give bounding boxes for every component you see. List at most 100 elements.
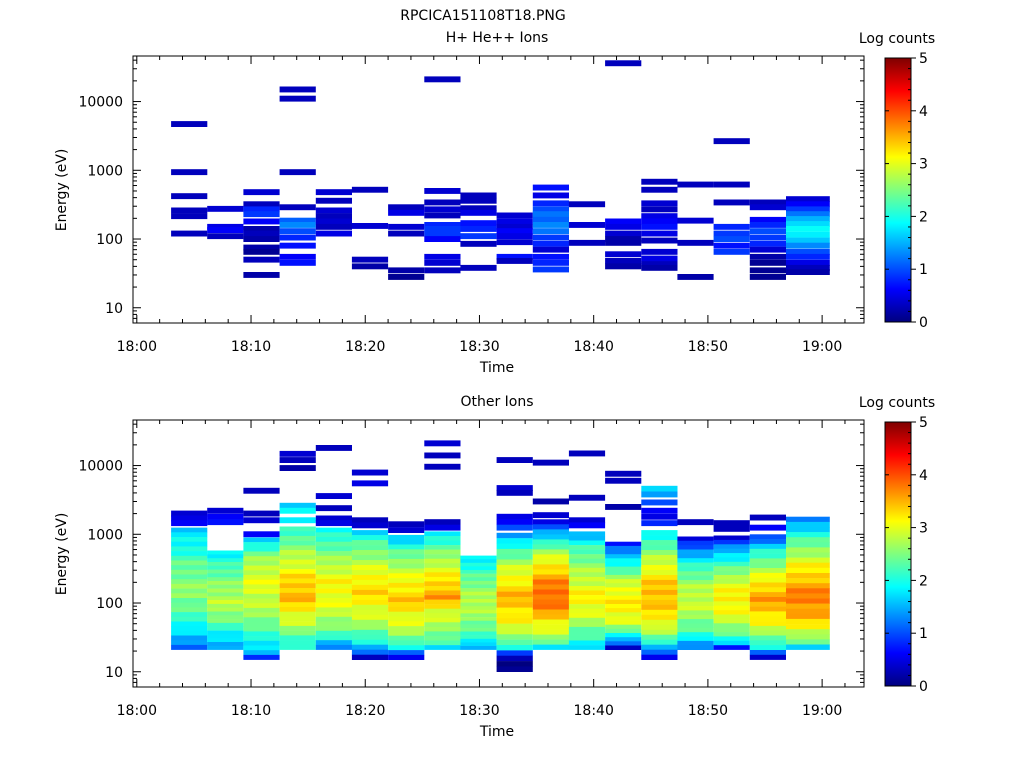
spectrogram-cell bbox=[315, 189, 352, 196]
spectrogram-cell bbox=[279, 583, 316, 589]
spectrogram-cell bbox=[460, 584, 497, 589]
spectrogram-cell bbox=[713, 553, 750, 558]
spectrogram-cell bbox=[171, 213, 208, 220]
spectrogram-cell bbox=[243, 542, 280, 548]
spectrogram-cell bbox=[424, 236, 461, 242]
spectrogram-cell bbox=[460, 642, 497, 647]
spectrogram-cell bbox=[424, 590, 461, 596]
spectrogram-cell bbox=[279, 621, 316, 627]
spectrogram-cell bbox=[605, 477, 642, 484]
spectrogram-cell bbox=[568, 613, 606, 618]
spectrogram-cell bbox=[749, 228, 786, 235]
spectrogram-cell bbox=[207, 607, 244, 612]
spectrogram-cell bbox=[351, 619, 389, 626]
spectrogram-cell bbox=[641, 614, 678, 621]
spectrogram-cell bbox=[171, 193, 208, 200]
spectrogram-cell bbox=[279, 630, 316, 636]
spectrogram-cell bbox=[568, 645, 606, 650]
spectrogram-cell bbox=[496, 580, 533, 587]
spectrogram-cell bbox=[677, 239, 714, 246]
spectrogram-cell bbox=[424, 545, 461, 550]
spectrogram-cell bbox=[532, 216, 569, 223]
colorbar-tick-label: 2 bbox=[919, 573, 928, 589]
spectrogram-cell bbox=[460, 220, 497, 227]
spectrogram-cell bbox=[641, 248, 678, 255]
spectrogram-cell bbox=[279, 573, 316, 579]
spectrogram-cell bbox=[641, 654, 678, 660]
spectrogram-cell bbox=[786, 253, 830, 260]
spectrogram-cell bbox=[315, 635, 352, 641]
spectrogram-cell bbox=[424, 188, 461, 194]
spectrogram-cell bbox=[786, 562, 830, 569]
spectrogram-cell bbox=[786, 588, 830, 594]
spectrogram-cell bbox=[605, 637, 642, 642]
spectrogram-cell bbox=[641, 584, 678, 591]
spectrogram-cell bbox=[243, 622, 280, 627]
spectrogram-cell bbox=[496, 564, 533, 571]
spectrogram-cell bbox=[605, 624, 642, 630]
spectrogram-cell bbox=[749, 553, 786, 559]
spectrogram-cell bbox=[171, 537, 208, 542]
colorbar-tick-label: 0 bbox=[919, 679, 928, 695]
spectrogram-cell bbox=[532, 589, 569, 595]
spectrogram-cell bbox=[279, 564, 316, 570]
spectrogram-cell bbox=[207, 645, 244, 650]
spectrogram-cell bbox=[749, 611, 786, 617]
spectrogram-cell bbox=[605, 60, 642, 67]
spectrogram-cell bbox=[351, 589, 389, 596]
spectrogram-cell bbox=[786, 211, 830, 218]
spectrogram-cell bbox=[677, 566, 714, 572]
spectrogram-cell bbox=[786, 269, 830, 275]
spectrogram-cell bbox=[786, 248, 830, 255]
spectrogram-cell bbox=[279, 502, 316, 509]
spectrogram-cell bbox=[568, 563, 606, 569]
spectrogram-cell bbox=[279, 259, 316, 266]
spectrogram-cell bbox=[496, 591, 533, 598]
spectrogram-cell bbox=[243, 575, 280, 580]
spectrogram-cell bbox=[207, 513, 244, 520]
spectrogram-cell bbox=[388, 654, 425, 660]
spectrogram-cell bbox=[496, 650, 533, 656]
spectrogram-cell bbox=[641, 550, 678, 556]
spectrogram-cell bbox=[424, 531, 461, 537]
spectrogram-cell bbox=[641, 237, 678, 244]
spectrogram-cell bbox=[786, 598, 830, 604]
panel-bottom-ylabel: Energy (eV) bbox=[54, 513, 70, 596]
spectrogram-cell bbox=[786, 237, 830, 244]
spectrogram-cell bbox=[496, 519, 533, 526]
spectrogram-cell bbox=[388, 521, 425, 528]
spectrogram-cell bbox=[496, 532, 533, 539]
spectrogram-cell bbox=[568, 586, 606, 591]
spectrogram-cell bbox=[749, 568, 786, 574]
spectrogram-cell bbox=[749, 204, 786, 211]
spectrogram-cell bbox=[351, 223, 389, 229]
spectrogram-cell bbox=[786, 226, 830, 232]
spectrogram-cell bbox=[460, 233, 497, 240]
spectrogram-cell bbox=[677, 571, 714, 576]
spectrogram-cell bbox=[713, 570, 750, 576]
spectrogram-cell bbox=[641, 570, 678, 576]
spectrogram-cell bbox=[424, 576, 461, 582]
spectrogram-cell bbox=[749, 597, 786, 603]
spectrogram-cell bbox=[713, 640, 750, 646]
spectrogram-cell bbox=[460, 624, 497, 629]
spectrogram-cell bbox=[243, 565, 280, 571]
spectrogram-cell bbox=[279, 531, 316, 537]
spectrogram-cell bbox=[207, 223, 244, 230]
spectrogram-cell bbox=[424, 267, 461, 274]
spectrogram-cell bbox=[207, 519, 244, 526]
spectrogram-cell bbox=[243, 537, 280, 543]
spectrogram-cell bbox=[786, 567, 830, 574]
spectrogram-cell bbox=[749, 625, 786, 631]
panel-bottom-axes: 18:00 18:10 18:20 18:30 18:40 18:50 19:00 10 100… bbox=[78, 420, 864, 719]
spectrogram-cell bbox=[351, 570, 389, 576]
x-tick-label: 18:10 bbox=[231, 339, 271, 355]
spectrogram-cell bbox=[388, 606, 425, 612]
spectrogram-cell bbox=[677, 593, 714, 598]
spectrogram-cell bbox=[351, 480, 389, 487]
spectrogram-cell bbox=[424, 604, 461, 609]
spectrogram-cell bbox=[351, 609, 389, 616]
spectrogram-cell bbox=[388, 554, 425, 560]
spectrogram-cell bbox=[713, 575, 750, 580]
y-tick-label: 10000 bbox=[78, 459, 123, 475]
